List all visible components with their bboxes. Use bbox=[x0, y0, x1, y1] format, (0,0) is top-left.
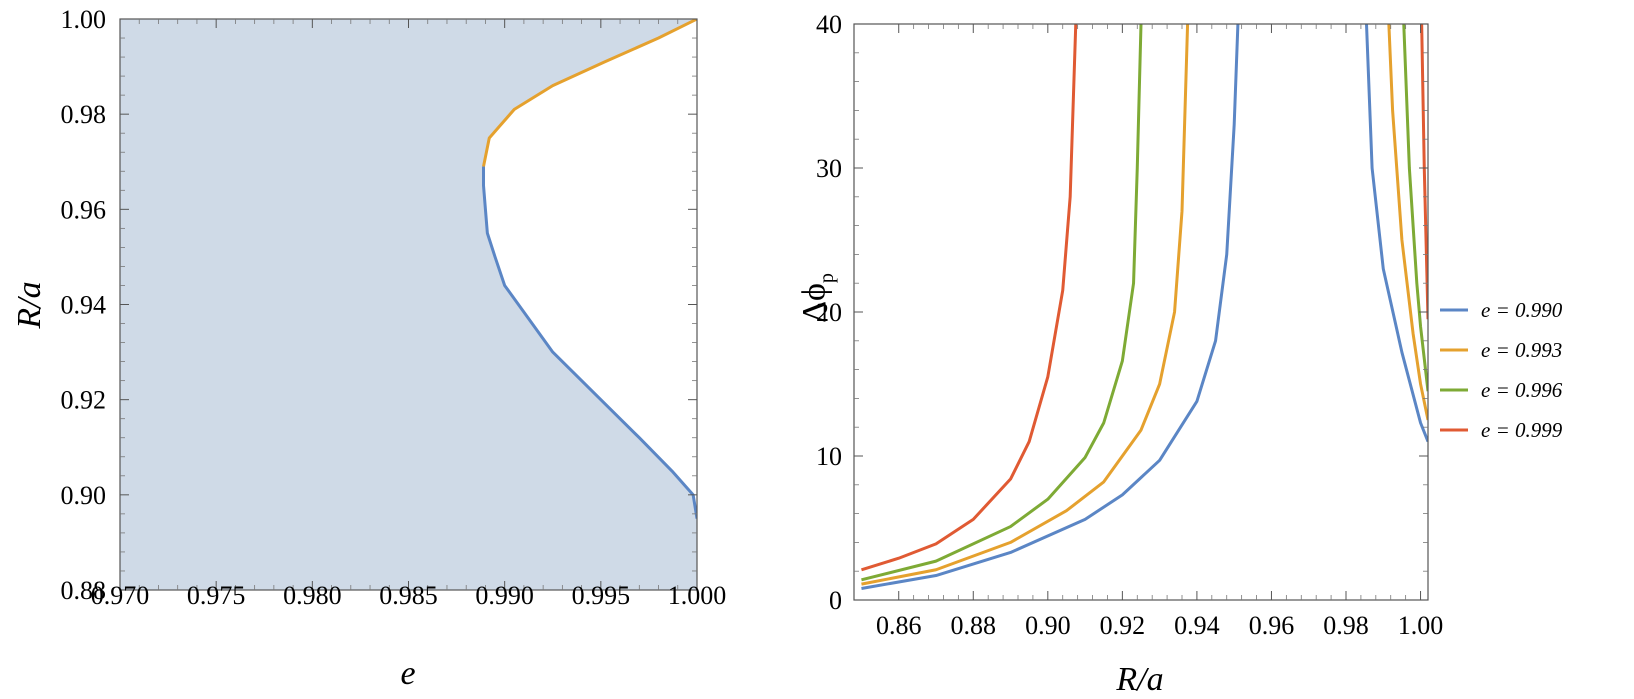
right-x-tick-label: 0.96 bbox=[1249, 611, 1295, 640]
legend-label-1: e = 0.990 bbox=[1481, 298, 1563, 322]
left-x-tick-label: 0.985 bbox=[379, 581, 438, 610]
left-y-tick-label: 1.00 bbox=[61, 5, 107, 34]
left-boundary-curve-2 bbox=[482, 19, 697, 167]
left-y-tick-labels: 0.88 0.90 0.92 0.94 0.96 0.98 1.00 bbox=[61, 5, 107, 605]
series-2-left-branch bbox=[861, 24, 1190, 586]
right-y-axis-label: Δϕp bbox=[796, 273, 838, 323]
right-ticks bbox=[854, 23, 1428, 601]
left-allowed-region bbox=[483, 19, 697, 519]
series-3-left-branch bbox=[861, 24, 1143, 582]
legend-label-2: e = 0.993 bbox=[1481, 338, 1562, 362]
legend-label-4: e = 0.999 bbox=[1481, 418, 1563, 442]
left-boundary-curve-1 bbox=[482, 166, 697, 519]
left-y-tick-label: 0.92 bbox=[61, 386, 107, 415]
right-x-tick-label: 0.90 bbox=[1025, 611, 1071, 640]
right-y-tick-label: 0 bbox=[829, 586, 842, 615]
left-x-tick-label: 0.995 bbox=[572, 581, 631, 610]
right-y-tick-label: 40 bbox=[816, 10, 842, 39]
left-x-tick-label: 1.000 bbox=[668, 581, 727, 610]
right-y-axis-label-group: Δϕp bbox=[796, 273, 838, 323]
right-x-tick-label: 1.00 bbox=[1398, 611, 1444, 640]
series-4-left-branch bbox=[861, 24, 1078, 572]
right-series-curves bbox=[861, 24, 1428, 590]
left-boundary-curves bbox=[482, 19, 697, 519]
left-x-tick-label: 0.970 bbox=[91, 581, 150, 610]
right-chart: 0.86 0.88 0.90 0.92 0.94 0.96 0.98 1.00 0 10 20 30… bbox=[796, 10, 1563, 698]
right-x-tick-label: 0.88 bbox=[951, 611, 997, 640]
series-2-right-branch bbox=[1387, 24, 1428, 421]
left-chart: 0.970 0.975 0.980 0.985 0.990 0.995 1.000 0.88… bbox=[11, 5, 726, 692]
right-x-tick-label: 0.86 bbox=[876, 611, 922, 640]
left-x-tick-label: 0.990 bbox=[475, 581, 534, 610]
right-x-tick-labels: 0.86 0.88 0.90 0.92 0.94 0.96 0.98 1.00 bbox=[876, 611, 1443, 640]
series-1-left-branch bbox=[861, 24, 1240, 590]
right-y-tick-labels: 0 10 20 30 40 bbox=[816, 10, 842, 615]
right-x-axis-label: R/a bbox=[1115, 661, 1163, 698]
left-y-tick-label: 0.88 bbox=[61, 576, 107, 605]
left-y-tick-label: 0.98 bbox=[61, 100, 107, 129]
right-y-tick-label: 20 bbox=[816, 298, 842, 327]
left-x-axis-label: e bbox=[400, 655, 415, 692]
right-y-axis-label-subscript: p bbox=[816, 273, 838, 283]
right-plot-background bbox=[854, 24, 1428, 600]
left-y-tick-label: 0.94 bbox=[61, 291, 107, 320]
right-y-tick-label: 10 bbox=[816, 442, 842, 471]
right-x-tick-label: 0.92 bbox=[1100, 611, 1146, 640]
series-3-right-branch bbox=[1402, 24, 1428, 392]
series-1-right-branch bbox=[1365, 24, 1428, 443]
left-x-tick-labels: 0.970 0.975 0.980 0.985 0.990 0.995 1.000 bbox=[91, 581, 727, 610]
left-x-tick-label: 0.980 bbox=[283, 581, 342, 610]
left-x-tick-label: 0.975 bbox=[187, 581, 246, 610]
right-y-axis-label-main: Δϕ bbox=[796, 283, 833, 323]
legend-label-3: e = 0.996 bbox=[1481, 378, 1563, 402]
right-x-tick-label: 0.98 bbox=[1323, 611, 1369, 640]
left-y-tick-label: 0.90 bbox=[61, 481, 107, 510]
right-y-tick-label: 30 bbox=[816, 154, 842, 183]
left-y-axis-label: R/a bbox=[11, 281, 48, 329]
right-x-tick-label: 0.94 bbox=[1174, 611, 1220, 640]
legend: e = 0.990 e = 0.993 e = 0.996 e = 0.999 bbox=[1440, 298, 1563, 442]
left-ticks bbox=[119, 18, 698, 591]
left-y-tick-label: 0.96 bbox=[61, 195, 107, 224]
